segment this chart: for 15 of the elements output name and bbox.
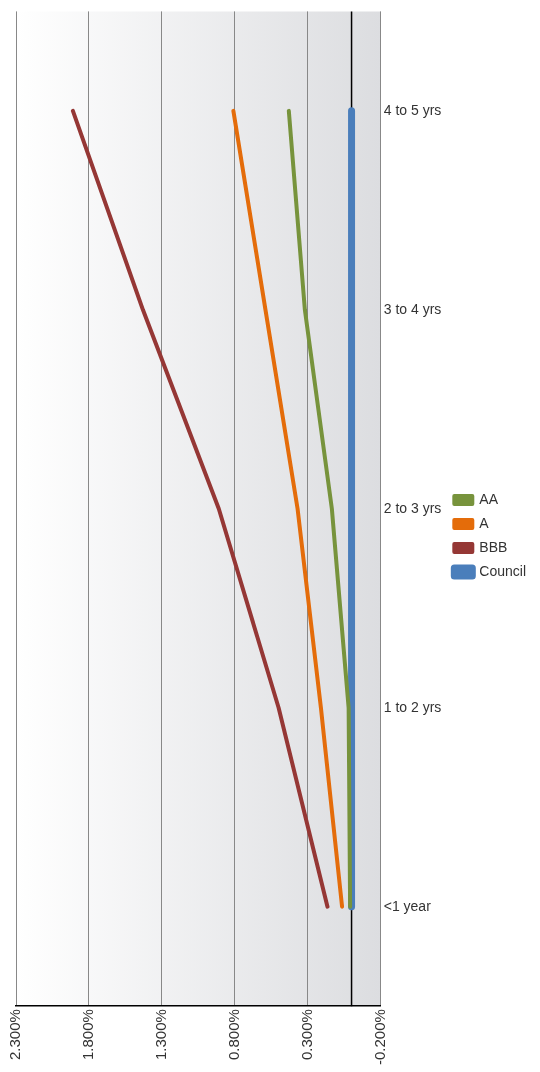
y-tick-label: 1 to 2 yrs bbox=[383, 698, 442, 715]
legend-label: Council bbox=[479, 562, 527, 579]
legend-label: A bbox=[479, 514, 490, 531]
x-tick-label: 1.800% bbox=[79, 1009, 97, 1061]
x-tick-label: 1.300% bbox=[152, 1009, 170, 1061]
x-tick-label: 0.800% bbox=[224, 1009, 242, 1061]
y-tick-label: 2 to 3 yrs bbox=[383, 499, 442, 516]
y-tick-label: <1 year bbox=[383, 897, 432, 914]
legend-label: AA bbox=[479, 490, 499, 507]
x-tick-label: 0.300% bbox=[297, 1009, 315, 1061]
y-tick-label: 4 to 5 yrs bbox=[383, 101, 442, 118]
x-tick-label: 2.300% bbox=[6, 1009, 24, 1061]
x-tick-label: -0.200% bbox=[370, 1009, 388, 1066]
y-tick-label: 3 to 4 yrs bbox=[383, 300, 442, 317]
legend-label: BBB bbox=[479, 538, 508, 555]
